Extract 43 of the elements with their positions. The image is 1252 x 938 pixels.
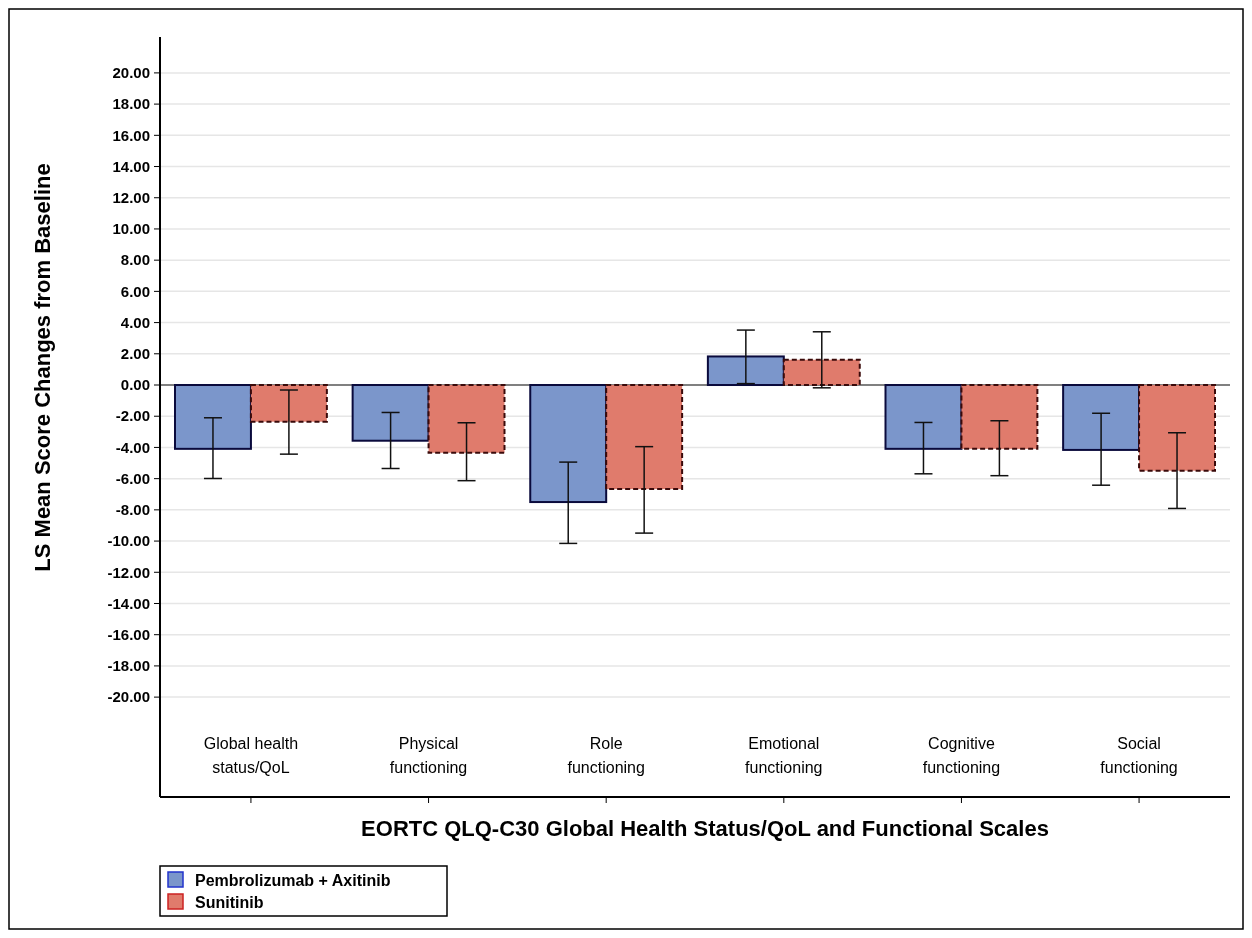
bar <box>1062 384 1141 451</box>
y-tick-label: -6.00 <box>115 469 150 487</box>
x-tick-label: Physical functioning <box>389 735 468 776</box>
y-tick-label: -8.00 <box>115 501 150 519</box>
y-tick-label: -16.00 <box>107 625 150 643</box>
y-tick-label: -2.00 <box>115 407 150 425</box>
bar <box>605 384 684 491</box>
y-tick-label: 20.00 <box>112 64 150 82</box>
x-tick-label: Emotional functioning <box>745 735 823 776</box>
y-tick-label: 6.00 <box>120 282 150 300</box>
y-tick-label: -10.00 <box>107 532 150 550</box>
y-tick-label: -20.00 <box>107 688 150 706</box>
bar <box>351 384 430 442</box>
y-tick-label: 8.00 <box>120 251 150 269</box>
y-tick-label: 0.00 <box>120 376 150 394</box>
x-axis-title: EORTC QLQ-C30 Global Health Status/QoL and Functional Scales <box>361 816 1049 841</box>
y-tick-label: 14.00 <box>112 157 150 175</box>
y-tick-label: 12.00 <box>112 188 150 206</box>
bar <box>427 384 506 454</box>
y-tick-label: -18.00 <box>107 657 150 675</box>
x-tick-label: Cognitive functioning <box>922 735 1001 776</box>
bar <box>884 384 963 450</box>
legend-label: Pembrolizumab + Axitinib <box>195 871 391 889</box>
bar <box>706 355 785 387</box>
y-tick-label: -12.00 <box>107 563 150 581</box>
y-tick-label: 16.00 <box>112 126 150 144</box>
bar <box>529 384 608 504</box>
bar <box>174 384 252 450</box>
x-tick-label: Social functioning <box>1100 735 1178 776</box>
y-tick-label: 4.00 <box>120 313 150 331</box>
bar <box>1138 384 1216 472</box>
bar <box>960 384 1039 450</box>
x-tick-label: Role functioning <box>567 735 645 776</box>
bar <box>782 358 861 387</box>
y-tick-label: 2.00 <box>120 345 150 363</box>
legend-label: Sunitinib <box>195 893 264 911</box>
y-axis-title: LS Mean Score Changes from Baseline <box>30 163 55 572</box>
bar <box>249 384 328 423</box>
y-tick-label: 18.00 <box>112 95 150 113</box>
y-tick-label: 10.00 <box>112 220 150 238</box>
x-tick-label: Global health status/QoL <box>203 735 299 776</box>
y-tick-label: -4.00 <box>115 438 150 456</box>
y-tick-label: -14.00 <box>107 594 150 612</box>
